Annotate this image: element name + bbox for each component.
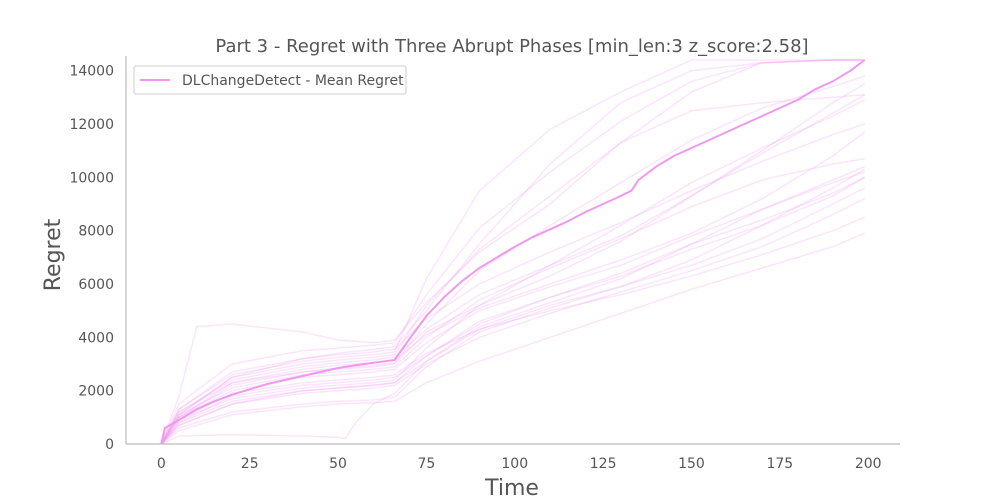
axes: 0 25 50 75 100 125 150 175 200 0 2000 4000 6000 8000… bbox=[69, 56, 900, 472]
y-tick-label: 4000 bbox=[78, 330, 114, 346]
run-regret-line bbox=[160, 187, 866, 445]
run-regret-line bbox=[160, 168, 866, 445]
y-tick-label: 14000 bbox=[69, 64, 114, 80]
y-axis-label: Regret bbox=[41, 218, 66, 291]
y-tick-label: 0 bbox=[105, 437, 114, 453]
run-lines bbox=[160, 59, 866, 445]
run-regret-line bbox=[160, 93, 865, 445]
run-regret-line bbox=[160, 75, 865, 445]
run-regret-line bbox=[160, 131, 866, 445]
run-regret-line bbox=[160, 99, 866, 445]
run-regret-line bbox=[160, 176, 866, 445]
run-regret-line bbox=[160, 83, 866, 445]
mean-line-layer bbox=[160, 59, 866, 445]
run-regret-line bbox=[160, 94, 866, 445]
run-regret-line bbox=[160, 59, 865, 445]
y-tick-label: 6000 bbox=[78, 277, 114, 293]
y-tick-label: 8000 bbox=[78, 224, 114, 240]
x-tick-label: 75 bbox=[417, 456, 435, 472]
y-ticks: 0 2000 4000 6000 8000 10000 12000 14000 bbox=[69, 64, 114, 453]
x-tick-label: 100 bbox=[501, 456, 528, 472]
run-regret-line bbox=[160, 216, 865, 445]
run-regret-line bbox=[160, 166, 865, 445]
run-regret-line bbox=[160, 198, 866, 445]
x-tick-label: 150 bbox=[678, 456, 705, 472]
legend-label-mean: DLChangeDetect - Mean Regret bbox=[182, 73, 404, 89]
run-regret-line bbox=[160, 176, 866, 445]
x-tick-label: 0 bbox=[157, 456, 166, 472]
y-tick-label: 2000 bbox=[78, 384, 114, 400]
run-regret-line bbox=[160, 232, 865, 445]
run-regret-line bbox=[160, 59, 865, 445]
run-regret-line bbox=[160, 123, 865, 445]
run-regret-line bbox=[160, 59, 865, 445]
mean-regret-line bbox=[160, 59, 866, 445]
legend: DLChangeDetect - Mean Regret bbox=[133, 65, 407, 95]
x-ticks: 0 25 50 75 100 125 150 175 200 bbox=[157, 456, 882, 472]
x-tick-label: 125 bbox=[590, 456, 617, 472]
x-tick-label: 25 bbox=[241, 456, 259, 472]
y-tick-label: 10000 bbox=[69, 170, 114, 186]
run-regret-line bbox=[160, 59, 865, 445]
chart-title: Part 3 - Regret with Three Abrupt Phases… bbox=[215, 36, 808, 57]
run-regret-line bbox=[160, 171, 865, 445]
legend-box bbox=[133, 65, 407, 95]
x-axis-label: Time bbox=[484, 476, 539, 500]
x-tick-label: 175 bbox=[766, 456, 793, 472]
run-regret-line bbox=[160, 157, 865, 445]
x-tick-label: 50 bbox=[329, 456, 347, 472]
x-tick-label: 200 bbox=[855, 456, 882, 472]
y-tick-label: 12000 bbox=[69, 117, 114, 133]
